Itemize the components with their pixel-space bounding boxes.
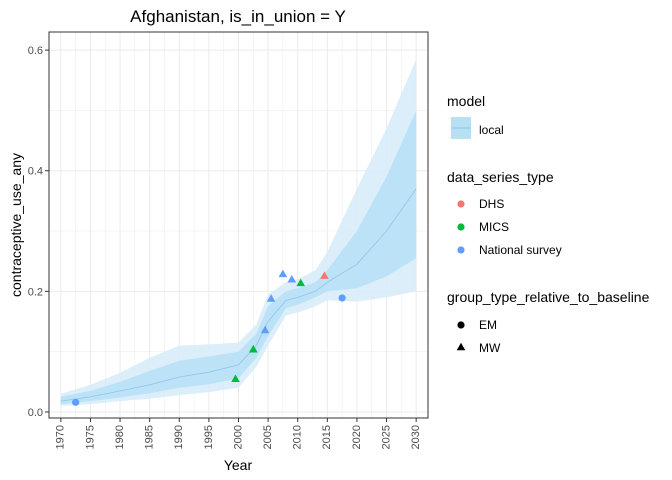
legend-group-label-mw: MW <box>479 341 501 355</box>
legend-series-label-mics: MICS <box>479 220 509 234</box>
x-tick-label: 1975 <box>84 425 96 449</box>
x-tick-label: 1990 <box>173 425 185 449</box>
legend-group-title: group_type_relative_to_baseline <box>447 289 650 305</box>
legend-group-key-em <box>457 321 465 329</box>
legend-series-key-dhs <box>457 200 465 208</box>
chart-title: Afghanistan, is_in_union = Y <box>130 7 346 26</box>
x-tick-label: 2015 <box>321 425 333 449</box>
x-tick-label: 1980 <box>114 425 126 449</box>
legend-series-label-national-survey: National survey <box>479 243 562 257</box>
x-tick-label: 2020 <box>351 425 363 449</box>
y-tick-label: 0.4 <box>28 166 43 178</box>
y-tick-label: 0.0 <box>28 407 43 419</box>
point-mics <box>231 374 240 382</box>
point-mics <box>296 278 305 287</box>
legend-series-title: data_series_type <box>447 169 554 185</box>
legend-group-key-mw <box>456 342 466 351</box>
y-tick-label: 0.6 <box>28 45 43 57</box>
x-axis-title: Year <box>224 457 253 473</box>
point-national-survey <box>287 275 297 283</box>
y-axis-title: contraceptive_use_any <box>8 153 24 297</box>
legend-group-label-em: EM <box>479 318 497 332</box>
y-axis-ticks: 0.0 0.2 0.4 0.6 <box>28 45 49 419</box>
ribbon-outer <box>60 59 417 406</box>
x-tick-label: 1970 <box>55 425 67 449</box>
point-national-survey <box>266 294 276 302</box>
legend-series-label-dhs: DHS <box>479 197 504 211</box>
x-tick-label: 2005 <box>262 425 274 449</box>
y-tick-label: 0.2 <box>28 286 43 298</box>
x-axis-ticks: 1970 1975 1980 1985 1990 1995 2000 2005 2010 2015… <box>55 418 422 449</box>
legend-series-key-mics <box>457 223 465 231</box>
x-tick-label: 2010 <box>292 425 304 449</box>
x-tick-label: 2025 <box>380 425 392 449</box>
data-points <box>72 269 346 406</box>
point-national-survey <box>278 269 288 278</box>
legend-model-label: local <box>479 123 504 137</box>
median-line-local <box>60 188 417 402</box>
point-dhs <box>320 271 329 279</box>
legend: model local data_series_type DHS MICS Na… <box>447 93 650 355</box>
legend-model-title: model <box>447 93 485 109</box>
model-median-line <box>60 188 417 402</box>
x-tick-label: 1985 <box>144 425 156 449</box>
x-tick-label: 2000 <box>232 425 244 449</box>
model-ribbons <box>60 59 417 406</box>
point-mics <box>249 344 258 353</box>
x-tick-label: 1995 <box>203 425 215 449</box>
legend-series-key-national-survey <box>457 246 465 254</box>
point-national-survey <box>338 294 346 302</box>
point-national-survey <box>260 325 270 334</box>
x-tick-label: 2030 <box>410 425 422 449</box>
point-national-survey <box>72 398 80 406</box>
ribbon-inner <box>60 110 417 405</box>
